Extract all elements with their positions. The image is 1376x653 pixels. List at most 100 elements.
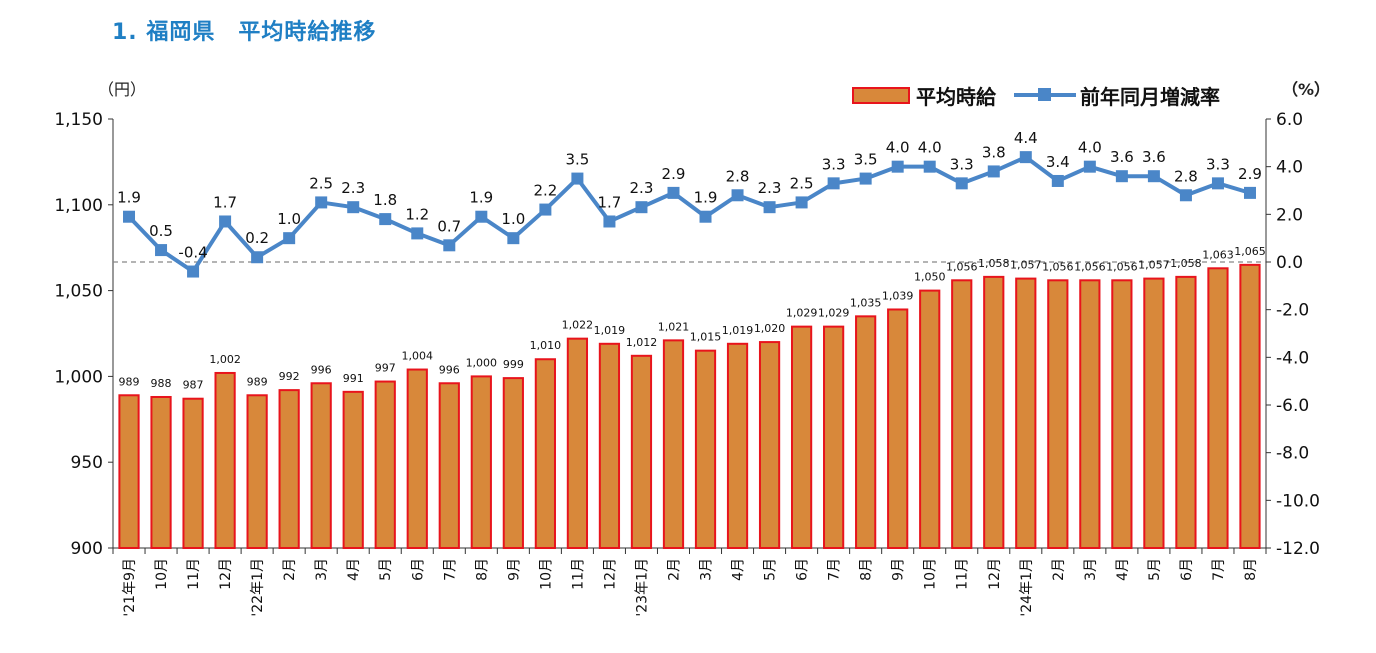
growth-rate-marker [635,201,648,214]
x-tick-label: 9月 [506,558,522,581]
bar-value-label: 1,056 [1074,260,1106,273]
bar [1015,277,1037,549]
x-tick-label: 2月 [1051,558,1067,581]
x-tick-label: '22年1月 [250,558,266,617]
bar [502,377,524,549]
growth-rate-label: -0.4 [178,244,207,262]
growth-rate-label: 0.2 [245,229,269,247]
bar-value-label: 999 [503,358,524,371]
growth-rate-marker [475,210,488,223]
x-tick-label: '21年9月 [122,558,138,617]
legend-bar-swatch [852,86,910,104]
legend: 平均時給 前年同月増減率 [852,80,1220,110]
bar [534,358,556,549]
growth-rate-label: 1.9 [117,189,141,207]
bar-value-label: 1,029 [786,307,818,320]
bar-value-label: 987 [183,379,204,392]
growth-rate-marker [1051,174,1064,187]
growth-rate-marker [155,244,168,257]
left-tick-label: 1,050 [54,282,103,302]
bar-value-label: 1,029 [818,307,850,320]
right-tick-label: -12.0 [1276,539,1320,559]
bar [438,382,460,549]
right-tick-label: -10.0 [1276,491,1320,511]
x-tick-label: '23年1月 [634,558,650,617]
x-tick-label: 10月 [923,558,939,590]
left-tick-label: 1,000 [54,367,103,387]
growth-rate-marker [315,196,328,209]
bar [342,390,364,549]
bar-value-label: 1,065 [1234,245,1266,258]
x-tick-label: 2月 [282,558,298,581]
bar [1079,279,1101,549]
x-tick-label: 11月 [570,558,586,590]
growth-rate-marker [1019,151,1032,164]
growth-rate-marker [123,210,136,223]
x-tick-label: 12月 [218,558,234,590]
growth-rate-label: 2.5 [790,174,814,192]
bar [1047,279,1069,549]
x-tick-label: 5月 [763,558,779,581]
x-tick-label: 12月 [602,558,618,590]
right-tick-label: 4.0 [1276,158,1303,178]
bar [214,371,236,549]
growth-rate-label: 2.3 [758,179,782,197]
bar [855,315,877,549]
x-tick-label: 7月 [1211,558,1227,581]
growth-rate-marker [603,215,616,228]
growth-rate-marker [1115,170,1128,183]
bar-value-label: 991 [343,372,364,385]
growth-rate-marker [763,201,776,214]
x-tick-label: 8月 [474,558,490,581]
growth-rate-label: 2.3 [341,179,365,197]
bar [1143,277,1165,549]
growth-rate-label: 2.2 [533,182,557,200]
bar-value-label: 1,020 [754,322,786,335]
x-tick-label: 4月 [346,558,362,581]
bar-value-label: 989 [247,375,268,388]
bar-value-label: 1,019 [722,324,754,337]
growth-rate-marker [1243,186,1256,199]
growth-rate-label: 3.6 [1110,148,1134,166]
right-tick-label: -4.0 [1276,348,1309,368]
bar-value-label: 1,057 [1138,259,1170,272]
left-tick-label: 1,100 [54,196,103,216]
right-tick-label: 6.0 [1276,110,1303,130]
x-tick-label: 3月 [699,558,715,581]
bar-value-label: 1,021 [658,320,690,333]
growth-rate-label: 1.8 [373,191,397,209]
growth-rate-marker [1083,160,1096,173]
bar [278,389,300,549]
bar [598,342,621,549]
bar [246,394,268,549]
growth-rate-marker [187,265,200,278]
growth-rate-label: 2.9 [662,165,686,183]
growth-rate-marker [571,172,584,185]
x-tick-label: 3月 [1083,558,1099,581]
bar [310,382,332,549]
bar-value-label: 1,058 [978,257,1010,270]
growth-rate-marker [955,177,968,190]
growth-rate-label: 2.8 [1174,167,1198,185]
bar-value-label: 988 [151,377,172,390]
bar-value-label: 989 [119,375,140,388]
bar-value-label: 1,056 [946,260,978,273]
growth-rate-marker [219,215,232,228]
growth-rate-label: 3.6 [1142,148,1166,166]
growth-rate-label: 3.4 [1046,153,1070,171]
growth-rate-label: 2.5 [309,174,333,192]
growth-rate-label: 3.5 [565,151,589,169]
bar-value-label: 1,015 [690,331,722,344]
growth-rate-marker [923,160,936,173]
x-tick-label: 10月 [538,558,554,590]
x-tick-label: 9月 [891,558,907,581]
bar-value-label: 1,019 [594,324,626,337]
bar [1175,275,1197,549]
growth-rate-marker [507,232,520,245]
right-tick-label: 0.0 [1276,253,1303,273]
bar [182,397,204,550]
growth-rate-label: 2.3 [630,179,654,197]
left-tick-label: 1,150 [54,110,103,130]
bar [150,395,172,549]
